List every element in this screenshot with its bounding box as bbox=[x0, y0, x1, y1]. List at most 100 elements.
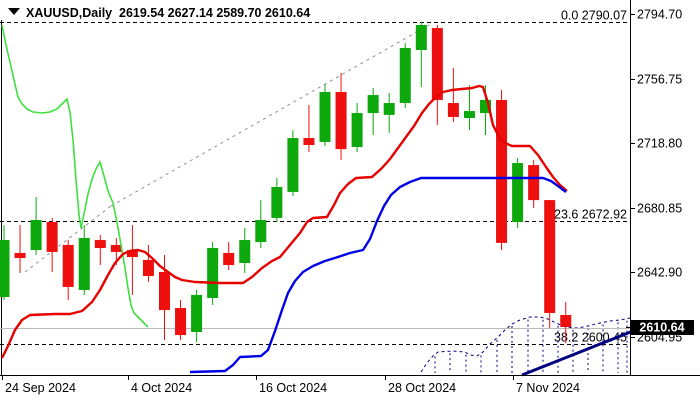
chart-title: XAUUSD,Daily 2619.54 2627.14 2589.70 261… bbox=[8, 6, 310, 20]
candle-body bbox=[399, 47, 411, 104]
candle-body bbox=[335, 91, 347, 150]
date-tick-label: 16 Oct 2024 bbox=[259, 381, 327, 395]
date-tick-label: 7 Nov 2024 bbox=[516, 381, 580, 395]
candle bbox=[319, 83, 331, 147]
date-tick-label: 28 Oct 2024 bbox=[388, 381, 456, 395]
candle bbox=[560, 301, 572, 344]
candle bbox=[94, 234, 106, 266]
price-tick-label: 2794.70 bbox=[637, 8, 682, 22]
time-axis-ticks[interactable]: 24 Sep 2024 4 Oct 2024 16 Oct 2024 28 Oct 2… bbox=[2, 376, 580, 395]
candle-body bbox=[447, 103, 459, 117]
candle bbox=[223, 242, 235, 270]
candle bbox=[46, 217, 58, 272]
candle bbox=[431, 25, 443, 125]
candle-body bbox=[528, 165, 540, 201]
candle-body bbox=[287, 138, 299, 192]
candle-body bbox=[415, 25, 427, 50]
channel-trendline bbox=[110, 24, 430, 207]
candle bbox=[126, 225, 138, 295]
candle-body bbox=[463, 111, 475, 118]
candle-body bbox=[544, 200, 556, 313]
candle-body bbox=[512, 163, 524, 223]
candle-body bbox=[480, 99, 491, 114]
candle bbox=[463, 85, 475, 131]
price-tick-label: 2756.75 bbox=[637, 73, 682, 87]
trend-channel-layer bbox=[24, 24, 430, 273]
candle-body bbox=[255, 219, 267, 243]
candle bbox=[62, 240, 74, 301]
candle-body bbox=[159, 271, 170, 311]
candles-layer bbox=[0, 21, 572, 344]
candle bbox=[415, 21, 427, 88]
candle bbox=[303, 105, 315, 152]
blue-ma-line bbox=[189, 176, 567, 374]
candle bbox=[0, 225, 10, 301]
current-price-value: 2610.64 bbox=[639, 321, 684, 335]
candle bbox=[383, 92, 395, 133]
candle-body bbox=[78, 237, 90, 291]
candle-body bbox=[560, 314, 572, 327]
candle-body bbox=[207, 248, 219, 298]
candle bbox=[207, 242, 219, 305]
candle-body bbox=[303, 138, 315, 146]
candle-body bbox=[496, 99, 508, 243]
candle-body bbox=[367, 95, 379, 114]
candle bbox=[271, 177, 283, 223]
candle-body bbox=[239, 240, 251, 263]
candle-body bbox=[14, 252, 26, 259]
candle bbox=[496, 89, 508, 251]
candle-body bbox=[46, 222, 58, 252]
candle bbox=[351, 103, 363, 152]
navy-trendline bbox=[521, 329, 634, 377]
candle bbox=[78, 225, 90, 295]
ohlc-values-label: 2619.54 2627.14 2589.70 2610.64 bbox=[119, 6, 310, 20]
symbol-period-label: XAUUSD,Daily bbox=[26, 6, 112, 20]
candle bbox=[142, 244, 154, 283]
candle bbox=[335, 72, 347, 160]
candle bbox=[30, 197, 42, 255]
candle-body bbox=[0, 240, 10, 297]
current-price-badge bbox=[631, 320, 694, 335]
price-tick-label: 2718.80 bbox=[637, 137, 682, 151]
price-axis-ticks[interactable]: 2794.702756.752718.802680.852642.902604.… bbox=[630, 8, 682, 345]
red-ma-line bbox=[0, 84, 568, 359]
candle bbox=[287, 130, 299, 197]
fib-level-label: 0.0 2790.07 bbox=[561, 9, 627, 23]
forecast-cloud-layer bbox=[420, 316, 634, 377]
candle bbox=[528, 159, 540, 209]
candle-body bbox=[271, 186, 283, 218]
candle-body bbox=[94, 240, 106, 249]
candle bbox=[544, 200, 556, 328]
fib-level-label: 23.6 2672.92 bbox=[554, 208, 627, 222]
candle bbox=[255, 200, 267, 249]
candle bbox=[512, 157, 524, 228]
candle-body bbox=[223, 252, 235, 266]
candle-body bbox=[319, 91, 331, 142]
candle-body bbox=[431, 28, 443, 100]
candle bbox=[191, 290, 203, 343]
candle-body bbox=[175, 308, 187, 336]
candle-body bbox=[191, 294, 203, 332]
candle-body bbox=[126, 250, 138, 258]
candle bbox=[399, 43, 411, 108]
candle-body bbox=[351, 113, 363, 148]
candle-body bbox=[62, 244, 74, 287]
candle-body bbox=[30, 219, 42, 251]
indicator-lines-layer bbox=[0, 24, 568, 374]
candle-body bbox=[110, 244, 122, 252]
date-tick-label: 24 Sep 2024 bbox=[5, 381, 76, 395]
price-tick-label: 2642.90 bbox=[637, 266, 682, 280]
date-tick-label: 4 Oct 2024 bbox=[131, 381, 192, 395]
candle bbox=[14, 225, 26, 274]
candle-body bbox=[142, 259, 154, 277]
price-tick-label: 2680.85 bbox=[637, 202, 682, 216]
green-indicator-line bbox=[1, 24, 149, 328]
candle bbox=[239, 227, 251, 274]
chart-menu-icon[interactable] bbox=[8, 8, 20, 15]
candle bbox=[175, 300, 187, 340]
